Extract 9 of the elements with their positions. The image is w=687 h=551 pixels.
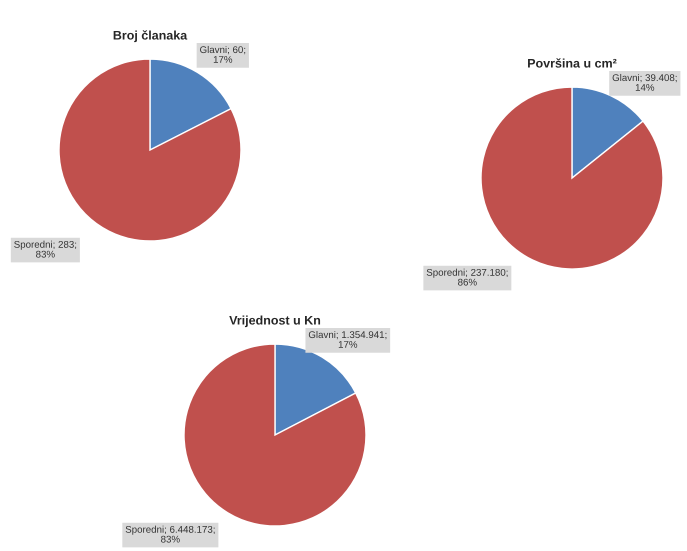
slice-label: Sporedni; 6.448.173; 83% — [126, 526, 215, 543]
chart-title: Vrijednost u Kn — [229, 315, 320, 328]
slice-label: Glavni; 60; 17% — [200, 46, 246, 63]
slice-label: Sporedni; 237.180; 86% — [426, 268, 508, 286]
chart-title: Broj članaka — [114, 30, 188, 42]
slice-label: Glavni; 39.408; 14% — [612, 74, 677, 91]
chart-title: Površina u cm² — [528, 58, 617, 68]
slice-label: Sporedni; 283; 83% — [14, 240, 76, 258]
slice-label: Glavni; 1.354.941; 17% — [308, 330, 386, 348]
